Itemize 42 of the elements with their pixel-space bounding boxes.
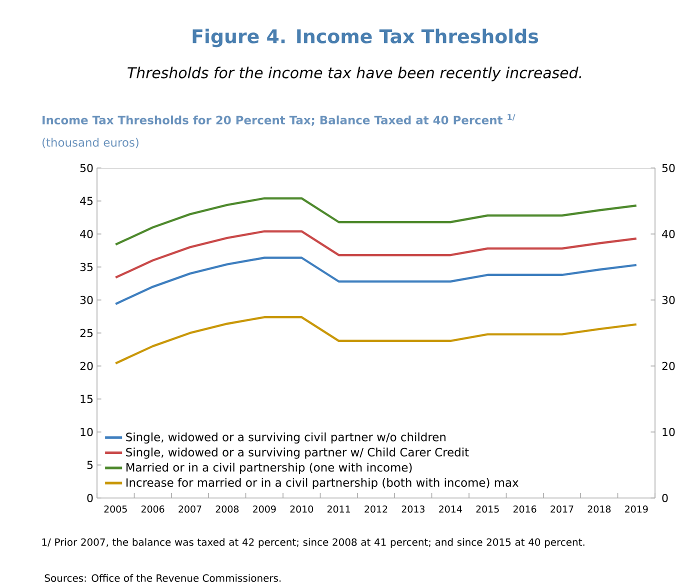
legend-label: Increase for married or in a civil partnership (both with income) max	[126, 478, 518, 490]
x-tick-label: 2005	[104, 505, 127, 513]
y-tick-label: 15	[80, 394, 93, 404]
y2-tick-label: 10	[662, 428, 675, 436]
chart-title: Figure 4. Income Tax Thresholds	[192, 28, 538, 48]
x-tick-label: 2011	[327, 505, 350, 513]
x-tick-label: 2017	[550, 505, 574, 513]
y2-tick-label: 50	[662, 164, 675, 172]
x-tick-label: 2016	[513, 505, 536, 513]
y-tick-label: 45	[80, 196, 93, 206]
y2-tick-label: 0	[662, 494, 668, 502]
x-tick-label: 2015	[476, 505, 499, 513]
y-tick-label: 25	[80, 328, 93, 338]
text: Income Tax Thresholds for 20 Percent Tax; Balance Taxed at 40 Percent $^{1/}$	[42, 114, 516, 126]
y2-tick-label: 30	[662, 296, 675, 304]
legend-label: Single, widowed or a surviving partner w/ Child Carer Credit	[126, 448, 469, 459]
text: 1/ Prior 2007, the balance was taxed at 42 percent; since 2008 at 41 percent; and since 2015 at 40 percent.	[42, 538, 584, 548]
y2-tick-label: 20	[662, 362, 675, 370]
x-tick-label: 2009	[253, 505, 276, 513]
y-tick-label: 10	[80, 428, 93, 436]
y-tick-label: 40	[80, 230, 93, 238]
x-tick-label: 2018	[588, 505, 611, 513]
text: (thousand euros)	[42, 138, 138, 148]
x-tick-label: 2013	[402, 505, 424, 513]
source-note: Sources: Office of the Revenue Commissioners.	[44, 574, 281, 582]
y-tick-label: 0	[87, 494, 93, 502]
legend-label: Single, widowed or a surviving civil partner w/o children	[126, 432, 446, 444]
y-tick-label: 35	[80, 262, 93, 272]
legend-label: Married or in a civil partnership (one with income)	[126, 462, 412, 474]
x-tick-label: 2006	[141, 505, 164, 513]
x-tick-label: 2019	[625, 505, 648, 513]
y2-tick-label: 40	[662, 230, 675, 238]
y-tick-label: 50	[80, 164, 93, 172]
y-tick-label: 30	[80, 296, 93, 304]
x-tick-label: 2012	[364, 505, 388, 513]
x-tick-label: 2010	[290, 505, 314, 513]
y-tick-label: 20	[80, 362, 93, 370]
chart-subtitle: Thresholds for the income tax have been recently increased.	[128, 66, 582, 82]
x-tick-label: 2014	[439, 505, 462, 513]
y-tick-label: 5	[87, 460, 93, 470]
x-tick-label: 2007	[178, 505, 202, 513]
x-tick-label: 2008	[216, 505, 239, 513]
